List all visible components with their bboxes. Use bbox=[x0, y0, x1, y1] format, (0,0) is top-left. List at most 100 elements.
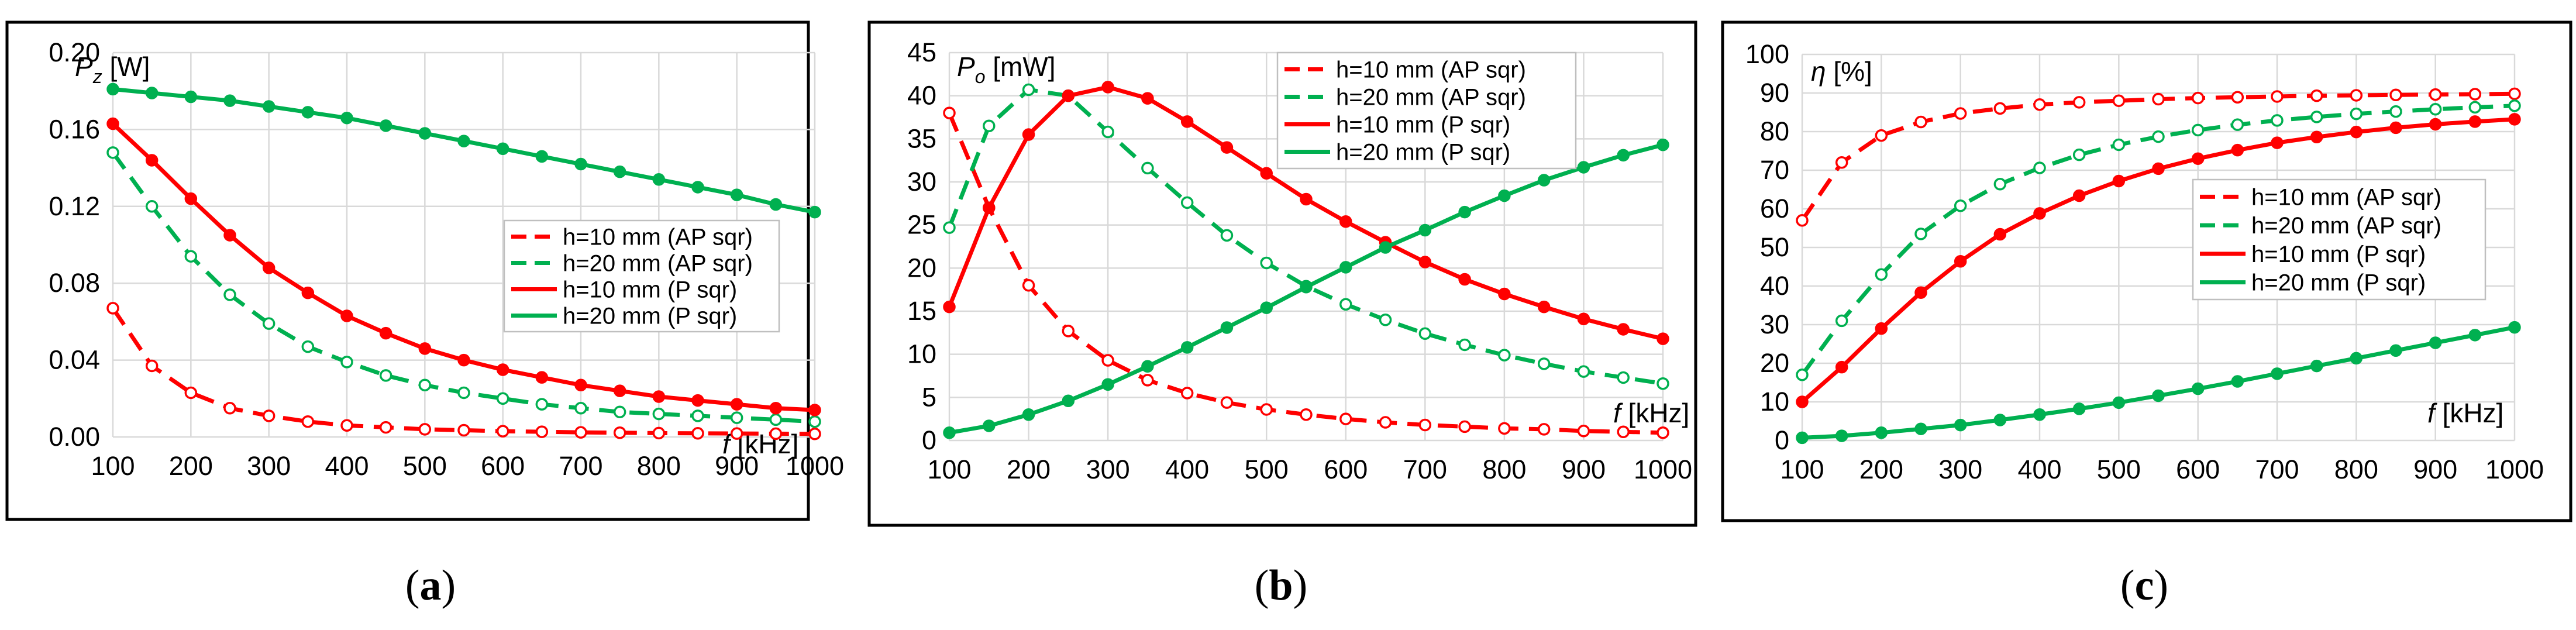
data-point bbox=[730, 427, 743, 440]
data-point bbox=[184, 250, 198, 263]
y-tick-label: 0.00 bbox=[49, 422, 100, 452]
data-point bbox=[301, 106, 315, 119]
legend-box bbox=[1276, 51, 1577, 170]
data-point bbox=[1458, 420, 1471, 433]
x-tick-label: 1000 bbox=[2485, 455, 2544, 484]
data-point bbox=[145, 87, 159, 99]
panel-caption: (a) bbox=[405, 562, 456, 610]
y-tick-label: 25 bbox=[907, 210, 936, 240]
data-point bbox=[613, 165, 626, 178]
data-point bbox=[340, 309, 353, 322]
data-point bbox=[730, 188, 743, 201]
data-point bbox=[613, 384, 626, 397]
data-point bbox=[1180, 341, 1194, 354]
data-point bbox=[418, 378, 432, 392]
data-point bbox=[1993, 102, 2007, 115]
data-point bbox=[1458, 338, 1471, 352]
data-point bbox=[2112, 138, 2126, 152]
data-point bbox=[1835, 314, 1848, 328]
data-point bbox=[613, 405, 626, 419]
y-tick-label: 30 bbox=[1760, 309, 1789, 339]
y-axis-label-unit: [W] bbox=[102, 51, 150, 82]
data-point bbox=[769, 413, 783, 426]
data-point bbox=[2508, 87, 2521, 101]
data-point bbox=[379, 326, 392, 340]
data-point bbox=[2389, 121, 2402, 135]
data-point bbox=[1835, 429, 1848, 442]
data-point bbox=[2191, 123, 2205, 137]
data-point bbox=[379, 369, 392, 382]
x-tick-label: 300 bbox=[247, 451, 291, 481]
data-point bbox=[1458, 205, 1471, 219]
data-point bbox=[943, 106, 956, 119]
y-axis-label-subscript: z bbox=[92, 66, 102, 87]
data-point bbox=[1537, 423, 1551, 436]
x-tick-label: 500 bbox=[403, 451, 447, 481]
data-point bbox=[652, 173, 666, 186]
data-point bbox=[106, 146, 119, 159]
data-point bbox=[1062, 325, 1075, 338]
data-point bbox=[2033, 98, 2046, 111]
data-point bbox=[2072, 148, 2086, 161]
data-point bbox=[1914, 115, 1927, 129]
data-point bbox=[2271, 136, 2284, 149]
data-point bbox=[730, 411, 743, 424]
data-point bbox=[301, 415, 315, 428]
x-tick-label: 700 bbox=[2255, 455, 2299, 484]
data-point bbox=[1379, 313, 1392, 326]
data-point bbox=[1339, 412, 1352, 425]
data-point bbox=[1141, 360, 1154, 373]
data-point bbox=[1300, 192, 1313, 206]
data-point bbox=[1537, 357, 1551, 370]
data-point bbox=[1835, 360, 1848, 374]
data-point bbox=[2033, 207, 2046, 220]
data-point bbox=[1379, 416, 1392, 429]
data-point bbox=[535, 425, 549, 438]
x-axis-label-unit: [kHz] bbox=[2435, 398, 2504, 428]
data-point bbox=[2231, 91, 2244, 104]
x-tick-label: 600 bbox=[2176, 455, 2220, 484]
data-point bbox=[1062, 394, 1075, 407]
data-point bbox=[2468, 101, 2482, 114]
data-point bbox=[145, 200, 159, 213]
legend-box bbox=[2192, 178, 2487, 301]
data-point bbox=[1577, 312, 1590, 326]
data-point bbox=[1418, 223, 1432, 237]
data-point bbox=[2350, 352, 2363, 365]
data-point bbox=[1498, 349, 1511, 362]
data-point bbox=[1657, 426, 1669, 439]
legend-box bbox=[503, 219, 780, 333]
y-axis-label: Pz [W] bbox=[75, 51, 150, 87]
data-point bbox=[652, 426, 666, 440]
data-point bbox=[2508, 113, 2521, 126]
y-axis-label-subscript: o bbox=[975, 66, 986, 87]
x-tick-label: 1000 bbox=[1634, 455, 1692, 484]
data-point bbox=[2468, 88, 2482, 101]
data-point bbox=[1875, 426, 1888, 439]
x-tick-label: 900 bbox=[715, 451, 759, 481]
data-point bbox=[457, 424, 470, 437]
data-point bbox=[1617, 149, 1630, 162]
data-point bbox=[1796, 395, 1809, 408]
data-point bbox=[808, 415, 821, 428]
y-axis-label: Po [mW] bbox=[957, 51, 1056, 87]
data-point bbox=[1954, 418, 1967, 432]
data-point bbox=[1993, 228, 2007, 241]
data-point bbox=[457, 386, 470, 400]
data-point bbox=[1835, 156, 1848, 169]
data-point bbox=[1141, 374, 1154, 387]
data-point bbox=[1418, 418, 1432, 432]
y-tick-label: 0.08 bbox=[49, 268, 100, 298]
data-point bbox=[1617, 323, 1630, 336]
y-tick-label: 40 bbox=[1760, 271, 1789, 301]
x-tick-label: 400 bbox=[325, 451, 369, 481]
data-point bbox=[2112, 396, 2126, 409]
y-tick-label: 0.20 bbox=[49, 37, 100, 67]
data-point bbox=[943, 300, 956, 314]
data-point bbox=[1022, 128, 1035, 141]
x-tick-label: 100 bbox=[1780, 455, 1824, 484]
legend-label-0: h=10 mm (AP sqr) bbox=[563, 225, 753, 250]
x-tick-label: 700 bbox=[1403, 455, 1447, 484]
data-point bbox=[2468, 329, 2482, 342]
data-point bbox=[1914, 228, 1927, 240]
